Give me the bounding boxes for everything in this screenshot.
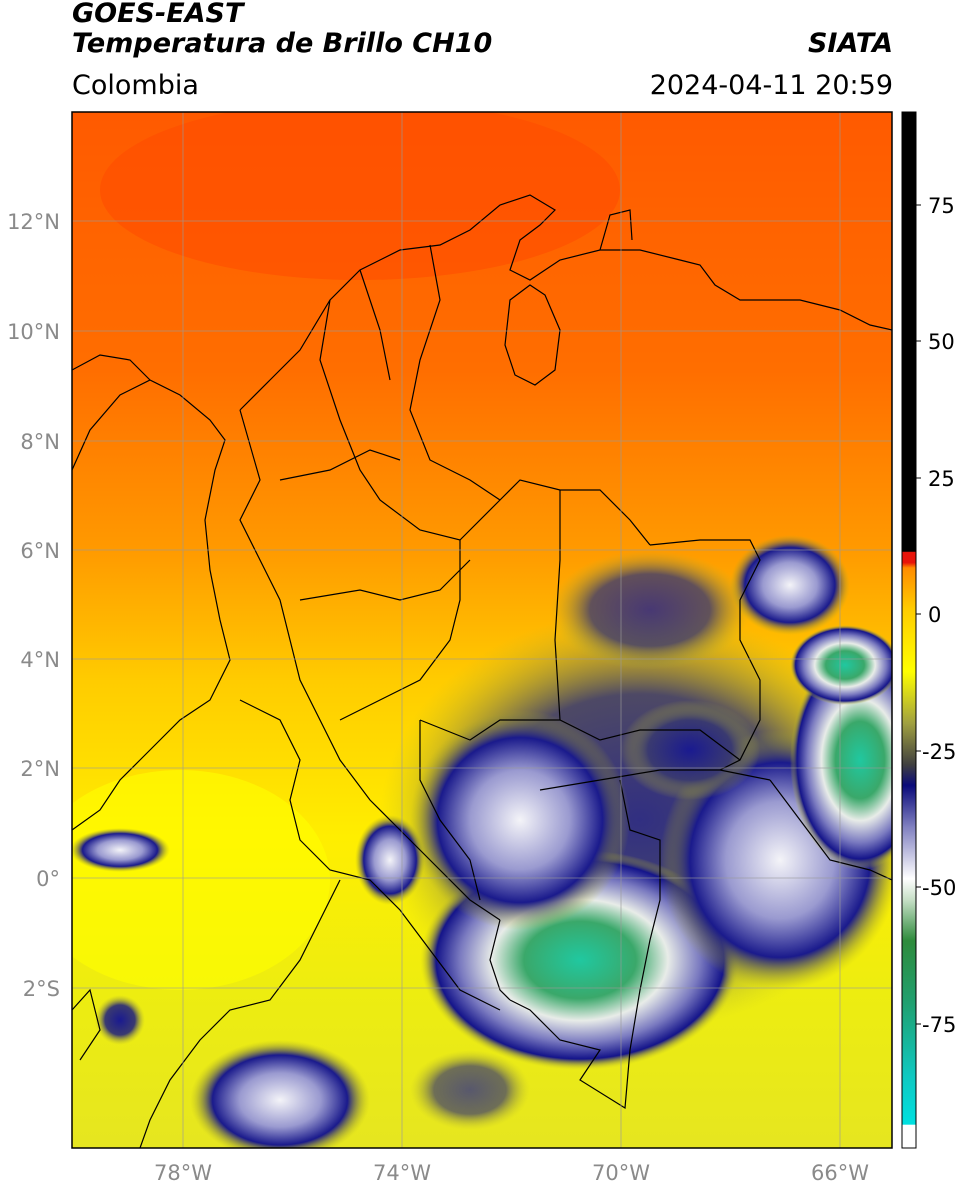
satellite-title: GOES-EAST (72, 0, 244, 29)
latitude-axis: 12°N 10°N 8°N 6°N 4°N 2°N 0° 2°S (7, 210, 60, 1001)
lat-tick-label: 10°N (7, 320, 60, 344)
lon-tick-label: 78°W (154, 1161, 212, 1185)
lat-tick-label: 12°N (7, 210, 60, 234)
product-title: Temperatura de Brillo CH10 (72, 28, 493, 59)
agency-label: SIATA (807, 28, 893, 59)
lon-tick-label: 70°W (592, 1161, 650, 1185)
colorbar-tick-label: -25 (922, 740, 956, 764)
colorbar: 75 50 25 0 -25 -50 -75 (901, 111, 956, 1149)
map-frame (71, 111, 893, 1149)
region-label: Colombia (72, 70, 199, 101)
colorbar-tick-label: 75 (928, 194, 955, 218)
lon-tick-label: 74°W (373, 1161, 431, 1185)
colorbar-tick-label: -75 (922, 1013, 956, 1037)
lat-tick-label: 2°N (20, 757, 60, 781)
longitude-axis: 78°W 74°W 70°W 66°W (154, 1161, 869, 1185)
coastline-and-borders (72, 194, 892, 1148)
lon-tick-label: 66°W (811, 1161, 869, 1185)
lat-tick-label: 8°N (20, 430, 60, 454)
lat-tick-label: 2°S (23, 977, 60, 1001)
colorbar-tick-label: -50 (922, 876, 956, 900)
lat-tick-label: 0° (36, 867, 60, 891)
colorbar-tick-label: 0 (928, 603, 941, 627)
colorbar-tick-label: 50 (928, 330, 955, 354)
lat-tick-label: 6°N (20, 539, 60, 563)
brightness-temperature-field (72, 112, 892, 1148)
timestamp-label: 2024-04-11 20:59 (649, 70, 893, 101)
colorbar-scale (901, 111, 917, 1149)
graticule (72, 112, 892, 1148)
lat-tick-label: 4°N (20, 648, 60, 672)
colorbar-tick-label: 25 (928, 467, 955, 491)
